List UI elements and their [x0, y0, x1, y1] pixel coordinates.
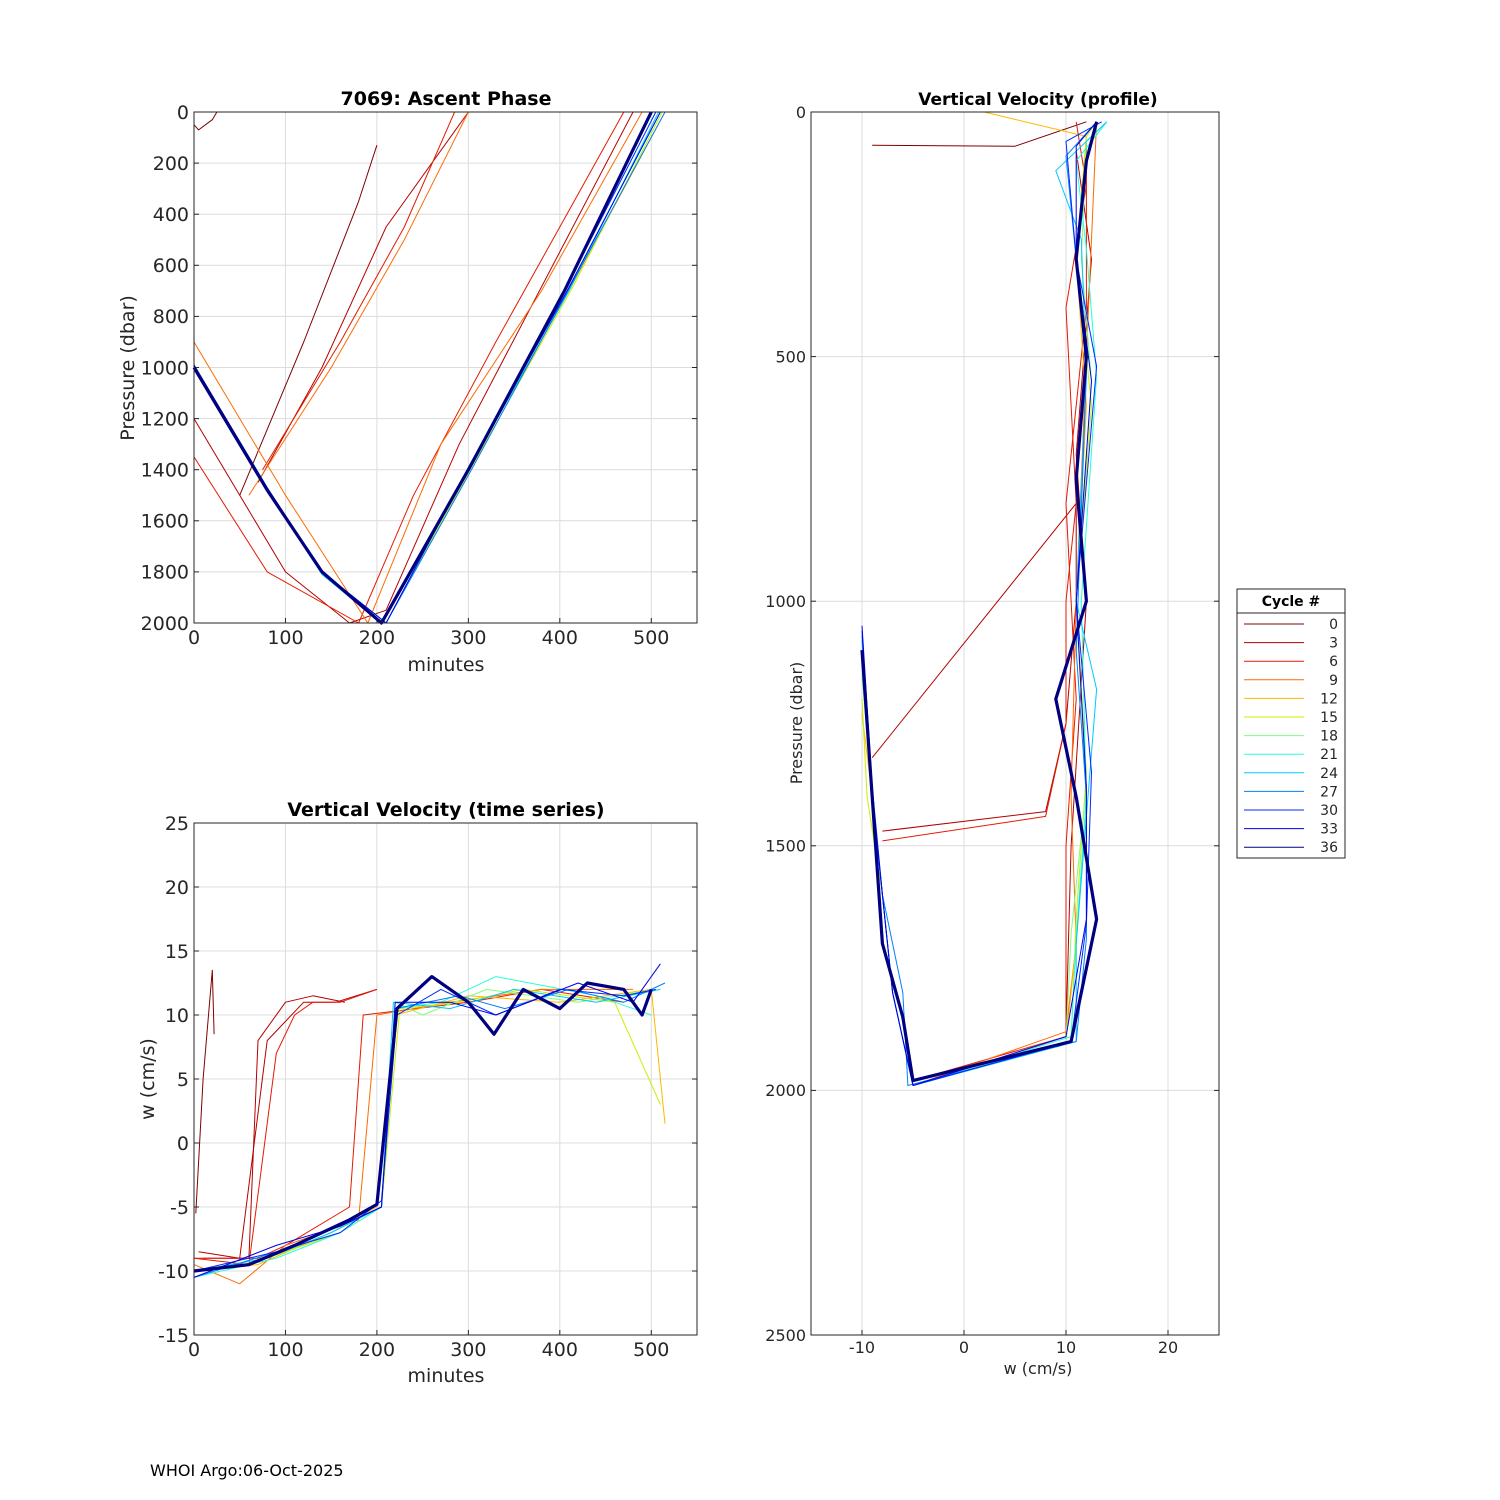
- ascent-ytick-label: 0: [177, 102, 189, 124]
- legend-label-cycle-21: 21: [1320, 747, 1338, 763]
- ascent-xtick-label: 400: [542, 627, 578, 649]
- vvts-ytick-label: 0: [177, 1133, 189, 1155]
- vvts-series-cycle-0: [195, 969, 215, 1214]
- legend-label-cycle-12: 12: [1320, 691, 1338, 707]
- vvts-ytick-label: 25: [165, 813, 189, 835]
- vvprof-ytick-label: 0: [796, 103, 806, 122]
- vvts-ytick-label: 5: [177, 1069, 189, 1091]
- vvts-axes-frame: [193, 822, 698, 1336]
- footer-text: WHOI Argo:06-Oct-2025: [150, 1461, 344, 1480]
- velocity-profile-axes: Vertical Velocity (profile) w (cm/s) Pre…: [765, 90, 1220, 1378]
- vvprof-series-cycle-0: [872, 121, 1087, 147]
- vvts-series-cycle-36: [193, 974, 653, 1273]
- ascent-axes-frame: [193, 111, 698, 624]
- legend-label-cycle-27: 27: [1320, 784, 1338, 800]
- ascent-series-cycle-6: [262, 111, 456, 470]
- ascent-series-cycle-3: [193, 111, 634, 624]
- ascent-series-cycle-9: [193, 111, 643, 624]
- legend-label-cycle-9: 9: [1329, 673, 1338, 689]
- vvts-ytick-label: -5: [170, 1197, 189, 1219]
- vvts-xtick-label: 200: [359, 1339, 395, 1361]
- velocity-timeseries-ylabel: w (cm/s): [137, 1038, 159, 1120]
- velocity-timeseries-axes: Vertical Velocity (time series) minutes …: [137, 799, 698, 1387]
- vvts-series-cycle-3: [198, 988, 378, 1259]
- legend-box: [1236, 588, 1346, 859]
- ascent-series-cycle-6: [193, 111, 625, 624]
- ascent-ytick-label: 800: [153, 306, 189, 328]
- ascent-ytick-label: 1400: [141, 460, 189, 482]
- ascent-xtick-label: 500: [633, 627, 669, 649]
- ascent-ytick-label: 1200: [141, 408, 189, 430]
- ascent-ytick-label: 1000: [141, 357, 189, 379]
- vvprof-xtick-label: 0: [959, 1338, 969, 1357]
- vvts-ytick-label: 10: [165, 1005, 189, 1027]
- velocity-profile-xlabel: w (cm/s): [1004, 1359, 1073, 1378]
- ascent-phase-axes: 7069: Ascent Phase minutes Pressure (dba…: [117, 88, 698, 676]
- ascent-phase-title: 7069: Ascent Phase: [341, 88, 552, 110]
- vvts-xtick-label: 500: [633, 1339, 669, 1361]
- vvprof-xtick-label: 10: [1056, 1338, 1076, 1357]
- vvts-xtick-label: 400: [542, 1339, 578, 1361]
- vvts-xtick-label: 100: [267, 1339, 303, 1361]
- vvts-xtick-label: 0: [188, 1339, 200, 1361]
- legend-title: Cycle #: [1262, 594, 1321, 610]
- ascent-xtick-label: 100: [267, 627, 303, 649]
- ascent-series-cycle-9: [248, 111, 469, 496]
- vvprof-series-cycle-36: [860, 121, 1099, 1083]
- legend-label-cycle-18: 18: [1320, 729, 1338, 745]
- legend-label-cycle-15: 15: [1320, 710, 1338, 726]
- legend-label-cycle-24: 24: [1320, 766, 1338, 782]
- ascent-series-cycle-0: [193, 111, 218, 131]
- velocity-timeseries-title: Vertical Velocity (time series): [287, 799, 604, 821]
- vvts-ytick-label: 20: [165, 877, 189, 899]
- vvts-ytick-label: 15: [165, 941, 189, 963]
- legend-label-cycle-0: 0: [1329, 617, 1338, 633]
- ascent-phase-xlabel: minutes: [408, 654, 485, 676]
- vvprof-ytick-label: 1000: [765, 592, 806, 611]
- ascent-ytick-label: 200: [153, 153, 189, 175]
- vvts-series-cycle-15: [193, 988, 661, 1272]
- legend-label-cycle-30: 30: [1320, 803, 1338, 819]
- ascent-ytick-label: 600: [153, 255, 189, 277]
- vvprof-axes-frame: [810, 111, 1220, 1336]
- legend-label-cycle-33: 33: [1320, 822, 1338, 838]
- legend-label-cycle-6: 6: [1329, 654, 1338, 670]
- vvts-series-cycle-33: [193, 963, 661, 1278]
- vvprof-series-cycle-3: [871, 502, 1077, 832]
- legend-label-cycle-3: 3: [1329, 636, 1338, 652]
- vvprof-xtick-label: -10: [849, 1338, 875, 1357]
- ascent-xtick-label: 300: [450, 627, 486, 649]
- velocity-profile-ylabel: Pressure (dbar): [787, 662, 806, 785]
- vvprof-ytick-label: 1500: [765, 837, 806, 856]
- velocity-profile-title: Vertical Velocity (profile): [918, 90, 1157, 110]
- vvts-ytick-label: -15: [158, 1325, 189, 1347]
- ascent-xtick-label: 0: [188, 627, 200, 649]
- legend-label-cycle-36: 36: [1320, 840, 1338, 856]
- vvprof-ytick-label: 2000: [765, 1081, 806, 1100]
- ascent-ytick-label: 400: [153, 204, 189, 226]
- vvts-ytick-label: -10: [158, 1261, 189, 1283]
- ascent-phase-ylabel: Pressure (dbar): [117, 295, 139, 441]
- ascent-ytick-label: 1600: [141, 511, 189, 533]
- ascent-xtick-label: 200: [359, 627, 395, 649]
- ascent-ytick-label: 1800: [141, 562, 189, 584]
- vvprof-plot-area: [811, 112, 1219, 1335]
- velocity-timeseries-xlabel: minutes: [408, 1365, 485, 1387]
- vvprof-xtick-label: 20: [1158, 1338, 1178, 1357]
- vvts-xtick-label: 300: [450, 1339, 486, 1361]
- ascent-ytick-label: 2000: [141, 613, 189, 635]
- vvprof-ytick-label: 500: [775, 347, 806, 366]
- ascent-series-cycle-0: [239, 145, 378, 496]
- vvprof-ytick-label: 2500: [765, 1326, 806, 1345]
